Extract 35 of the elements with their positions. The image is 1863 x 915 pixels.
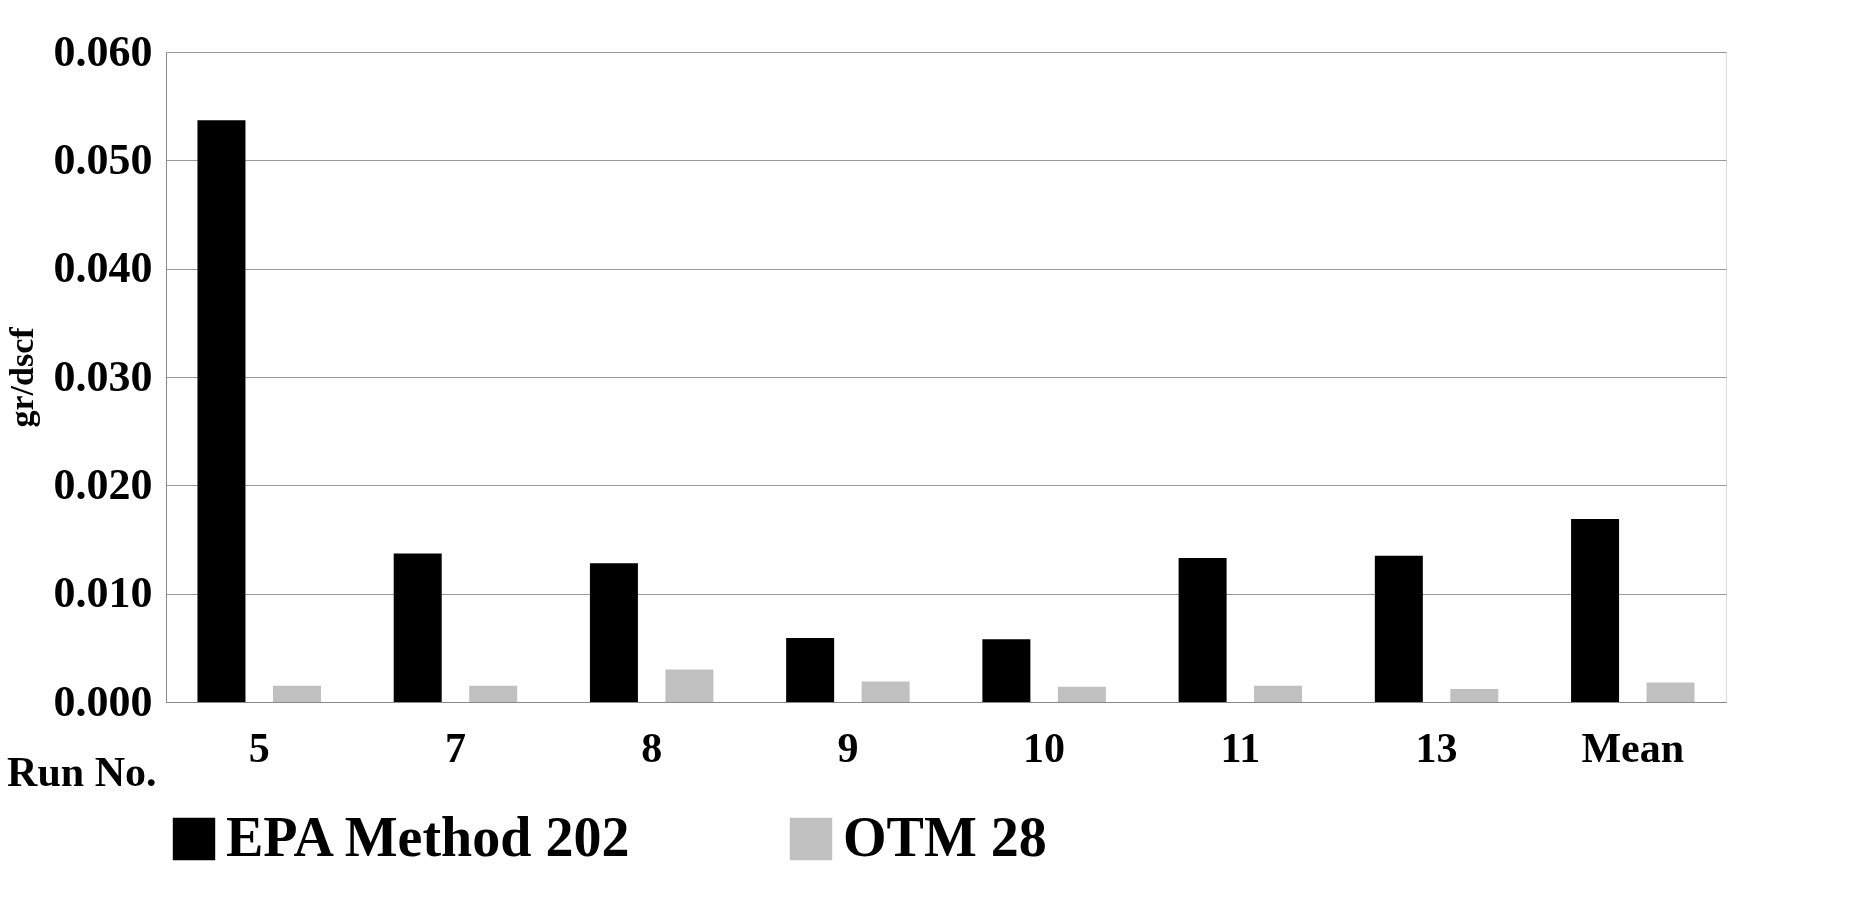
x-axis-title: Run No. xyxy=(7,748,157,795)
bar xyxy=(861,681,910,702)
y-tick-label: 0.020 xyxy=(53,459,153,509)
y-tick-label: 0.010 xyxy=(53,568,153,618)
y-tick-label: 0.030 xyxy=(53,351,153,401)
x-tick-label: 9 xyxy=(837,724,859,771)
x-tick-label: 11 xyxy=(1220,724,1261,771)
bar xyxy=(469,685,518,702)
y-tick-label: 0.040 xyxy=(53,243,153,293)
x-tick-label: 13 xyxy=(1415,724,1458,771)
y-tick-label: 0.050 xyxy=(53,134,153,184)
bar xyxy=(197,120,246,702)
bar xyxy=(1450,689,1499,702)
bar xyxy=(1571,518,1620,702)
y-axis-title: gr/dscf xyxy=(2,326,40,428)
bar xyxy=(786,638,835,702)
bar xyxy=(982,639,1031,702)
x-tick-label: Mean xyxy=(1581,724,1685,771)
bar xyxy=(589,563,638,702)
y-tick-label: 0.000 xyxy=(53,676,153,726)
x-tick-label: 5 xyxy=(248,724,270,771)
legend-label: EPA Method 202 xyxy=(226,806,630,868)
x-tick-label: 8 xyxy=(641,724,663,771)
bar xyxy=(1254,685,1303,702)
bar xyxy=(665,669,714,702)
x-tick-label: 10 xyxy=(1023,724,1066,771)
bar xyxy=(1057,686,1106,702)
x-tick-label: 7 xyxy=(444,724,466,771)
bar xyxy=(1178,557,1227,702)
bar xyxy=(1374,555,1423,702)
bar xyxy=(1646,682,1695,702)
y-tick-label: 0.060 xyxy=(53,26,153,76)
bar xyxy=(393,553,442,702)
bar xyxy=(272,685,321,702)
legend-label: OTM 28 xyxy=(843,806,1047,868)
